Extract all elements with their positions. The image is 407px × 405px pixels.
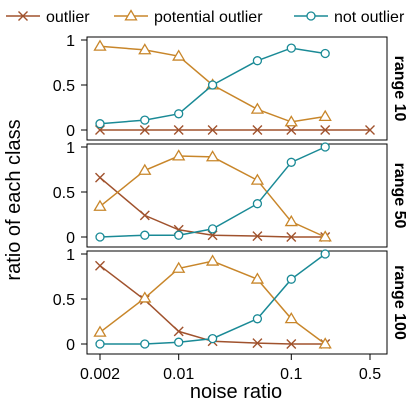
data-point xyxy=(207,125,218,135)
panel-frame xyxy=(86,36,388,141)
data-point xyxy=(172,49,186,61)
data-point xyxy=(207,80,218,90)
panel-label: range 100 xyxy=(391,265,407,340)
data-point xyxy=(252,125,263,135)
data-point xyxy=(365,125,375,135)
data-point xyxy=(252,338,263,349)
data-point xyxy=(139,210,150,221)
x-axis-title: noise ratio xyxy=(190,381,282,403)
legend-marker xyxy=(124,9,138,21)
data-point xyxy=(252,231,263,242)
data-point xyxy=(252,314,263,324)
data-point xyxy=(250,102,265,114)
data-point xyxy=(140,230,150,240)
x-tick-label: 0.01 xyxy=(163,366,194,383)
data-point xyxy=(139,125,150,135)
data-point xyxy=(286,43,296,53)
data-point xyxy=(173,326,184,337)
data-point xyxy=(207,333,218,344)
y-tick-label: 0 xyxy=(66,123,75,140)
panel-label: range 10 xyxy=(391,56,407,122)
data-point xyxy=(320,142,330,152)
data-point xyxy=(320,249,330,259)
y-tick-label: 0 xyxy=(66,230,75,247)
data-point xyxy=(140,115,150,125)
data-point xyxy=(93,325,107,337)
y-tick-label: 0.5 xyxy=(53,185,75,202)
panel-frame xyxy=(86,250,388,355)
y-tick-label: 1 xyxy=(66,33,75,50)
y-tick-label: 1 xyxy=(66,247,75,264)
legend-label: outlier xyxy=(46,9,90,26)
data-point xyxy=(140,339,150,349)
data-point xyxy=(95,172,105,183)
data-point xyxy=(173,125,184,135)
data-point xyxy=(320,48,330,59)
data-point xyxy=(286,232,297,242)
y-tick-label: 0 xyxy=(66,337,75,354)
data-point xyxy=(284,312,298,324)
y-tick-label: 1 xyxy=(66,140,75,157)
x-tick-label: 0.5 xyxy=(359,366,381,383)
y-axis-title: ratio of each class xyxy=(3,119,25,280)
legend-label: not outlier xyxy=(334,9,405,26)
data-point xyxy=(284,214,298,227)
data-point xyxy=(95,339,105,349)
series-line xyxy=(99,260,326,345)
panel-label: range 50 xyxy=(391,163,407,229)
data-point xyxy=(205,254,220,266)
data-point xyxy=(286,157,296,167)
data-point xyxy=(138,291,152,303)
data-point xyxy=(318,230,332,242)
data-point xyxy=(138,163,152,175)
data-point xyxy=(174,337,184,347)
data-point xyxy=(286,125,297,135)
data-point xyxy=(174,230,184,240)
legend-marker xyxy=(18,11,28,21)
data-point xyxy=(93,199,107,211)
data-point xyxy=(207,224,218,234)
x-tick-label: 0.1 xyxy=(280,366,302,383)
data-point xyxy=(318,337,332,349)
x-tick-label: 0.002 xyxy=(80,366,120,383)
data-point xyxy=(252,199,263,209)
data-point xyxy=(286,339,297,349)
data-point xyxy=(93,39,107,51)
data-point xyxy=(95,260,105,271)
data-point xyxy=(284,115,298,127)
panel-frame xyxy=(86,143,388,248)
data-point xyxy=(286,274,296,284)
data-point xyxy=(205,150,220,162)
data-point xyxy=(320,125,331,135)
data-point xyxy=(95,119,105,129)
data-point xyxy=(174,109,184,119)
data-point xyxy=(138,43,152,55)
data-point xyxy=(95,232,105,242)
data-point xyxy=(252,56,263,66)
y-tick-label: 0.5 xyxy=(53,292,75,309)
data-point xyxy=(318,109,332,121)
legend-marker xyxy=(306,11,316,21)
series-line xyxy=(100,253,326,345)
legend-label: potential outlier xyxy=(154,9,263,26)
data-point xyxy=(250,173,265,185)
data-point xyxy=(172,149,186,161)
data-point xyxy=(250,272,265,284)
y-tick-label: 0.5 xyxy=(53,78,75,95)
data-point xyxy=(172,261,186,273)
